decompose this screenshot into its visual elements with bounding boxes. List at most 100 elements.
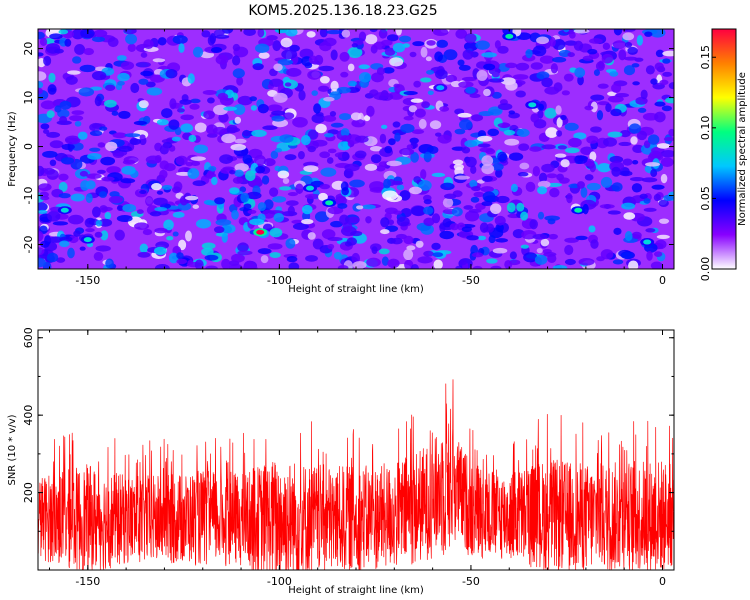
heatmap-cell xyxy=(93,251,104,261)
heatmap-cell xyxy=(497,151,508,162)
heatmap-cell xyxy=(548,233,558,240)
heatmap-cell xyxy=(269,252,281,258)
heatmap-cell xyxy=(194,259,204,269)
heatmap-cell xyxy=(452,159,464,165)
heatmap-cell xyxy=(523,252,538,263)
heatmap-cell xyxy=(101,176,115,182)
heatmap-cell xyxy=(369,146,383,152)
heatmap-cell xyxy=(103,99,117,108)
heatmap-cell xyxy=(284,154,297,161)
heatmap-cell xyxy=(100,230,109,241)
heatmap-cell xyxy=(304,62,313,69)
heatmap-cell xyxy=(187,73,195,84)
heatmap-cell xyxy=(116,55,127,61)
heatmap-cell xyxy=(623,29,636,32)
heatmap-cell xyxy=(139,134,146,141)
heatmap-cell xyxy=(319,76,330,84)
heatmap-cell xyxy=(239,186,247,193)
heatmap-cell xyxy=(122,159,136,165)
heatmap-cell xyxy=(495,168,503,178)
heatmap-cell xyxy=(466,235,479,241)
snr-series-line[interactable] xyxy=(38,379,674,570)
heatmap-cell xyxy=(393,210,403,215)
heatmap-cell xyxy=(67,247,75,259)
heatmap-cell xyxy=(392,42,406,53)
heatmap-cell xyxy=(612,40,627,49)
heatmap-cell xyxy=(330,80,339,92)
heatmap-cell xyxy=(590,94,605,101)
heatmap-cell xyxy=(516,128,530,137)
heatmap-cell xyxy=(347,139,355,148)
heatmap-cell xyxy=(237,95,253,106)
heatmap-cell xyxy=(536,36,549,45)
heatmap-cell xyxy=(187,260,194,265)
heatmap-cell xyxy=(443,49,458,61)
heatmap-cell xyxy=(578,258,595,266)
spectrogram-y-tick-label: 20 xyxy=(22,42,35,56)
heatmap-cell xyxy=(120,178,136,184)
heatmap-cell xyxy=(364,163,378,171)
spectrogram-plot-area[interactable] xyxy=(32,24,678,273)
heatmap-cell xyxy=(172,35,188,45)
heatmap-cell xyxy=(330,122,344,128)
heatmap-cell xyxy=(118,110,131,119)
heatmap-cell xyxy=(483,63,496,71)
heatmap-cell xyxy=(437,134,452,144)
heatmap-cell xyxy=(221,232,228,243)
heatmap-cell xyxy=(327,148,337,154)
heatmap-cell xyxy=(403,116,414,121)
heatmap-cell xyxy=(445,74,458,83)
heatmap-cell xyxy=(159,144,169,155)
heatmap-cell xyxy=(354,135,369,143)
heatmap-cell xyxy=(214,197,226,205)
heatmap-cell xyxy=(544,86,560,95)
heatmap-cell xyxy=(48,72,56,83)
heatmap-cell xyxy=(89,147,101,152)
heatmap-cell xyxy=(532,233,548,240)
heatmap-cell xyxy=(432,252,444,258)
heatmap-cell xyxy=(190,160,201,166)
heatmap-cell xyxy=(189,103,200,110)
heatmap-cell xyxy=(280,37,293,48)
heatmap-cell xyxy=(288,262,300,269)
heatmap-cell xyxy=(231,209,239,220)
heatmap-cell xyxy=(603,137,618,147)
heatmap-cell xyxy=(52,221,69,226)
heatmap-cell xyxy=(250,105,258,111)
heatmap-cell xyxy=(207,97,215,104)
heatmap-cell xyxy=(431,242,441,250)
heatmap-cell xyxy=(185,230,192,242)
heatmap-cell xyxy=(307,129,319,140)
heatmap-cell xyxy=(427,90,434,96)
heatmap-cell xyxy=(38,183,52,191)
heatmap-cell xyxy=(245,170,256,182)
heatmap-cell xyxy=(358,72,372,83)
heatmap-cell xyxy=(180,114,194,121)
heatmap-cell xyxy=(470,196,480,203)
heatmap-cell xyxy=(435,132,442,137)
heatmap-cell xyxy=(192,180,206,187)
heatmap-cell xyxy=(577,75,584,86)
heatmap-cell xyxy=(624,41,633,48)
heatmap-cell xyxy=(504,259,513,269)
heatmap-cell xyxy=(365,34,378,45)
heatmap-cell xyxy=(413,80,421,88)
heatmap-cell xyxy=(649,29,666,38)
heatmap-cell xyxy=(461,76,477,82)
heatmap-cell xyxy=(337,265,349,269)
heatmap-cell xyxy=(658,218,670,224)
heatmap-cell xyxy=(454,175,470,180)
heatmap-cell xyxy=(423,206,434,215)
heatmap-cell xyxy=(584,174,594,181)
heatmap-cell xyxy=(327,243,335,250)
heatmap-cell xyxy=(636,34,644,46)
heatmap-cell xyxy=(654,111,666,123)
heatmap-cell xyxy=(319,29,328,38)
heatmap-cell xyxy=(285,200,299,206)
heatmap-cell xyxy=(323,37,337,47)
heatmap-cell xyxy=(389,57,404,67)
heatmap-cell xyxy=(567,52,575,58)
heatmap-cell xyxy=(636,130,648,141)
heatmap-cell xyxy=(650,169,658,178)
